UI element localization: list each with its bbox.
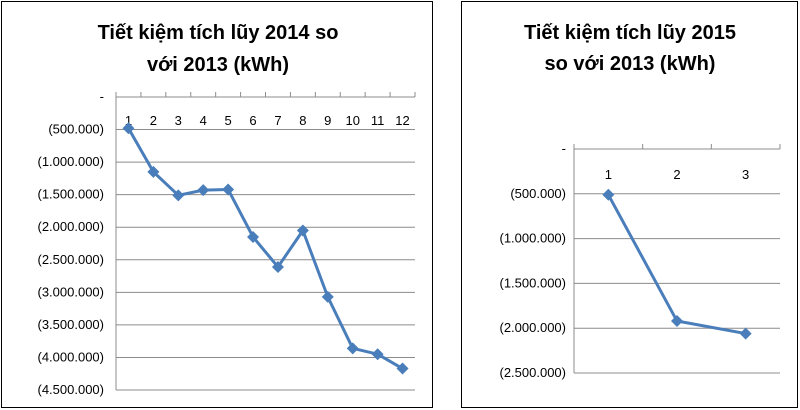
x-tick-label: 10 [345, 113, 359, 128]
y-tick-label: - [562, 141, 566, 156]
data-point [602, 188, 615, 201]
chart-title-line: Tiết kiệm tích lũy 2015 [524, 22, 736, 44]
data-point [671, 315, 683, 328]
data-point [197, 184, 210, 197]
y-tick-label: (1.000.000) [38, 154, 105, 169]
data-point [222, 183, 235, 196]
data-point [321, 290, 334, 303]
x-tick-label: 9 [324, 113, 331, 128]
x-tick-label: 3 [175, 113, 182, 128]
series-line [127, 127, 404, 370]
chart-title-line: so với 2013 (kWh) [545, 53, 716, 75]
y-tick-label: (2.000.000) [38, 219, 105, 234]
x-tick-label: 2 [150, 113, 157, 128]
x-tick-label: 11 [371, 113, 385, 128]
data-point [271, 260, 284, 273]
data-point [296, 224, 309, 237]
x-tick-label: 1 [605, 167, 612, 182]
y-tick-label: (500.000) [48, 122, 104, 137]
y-tick-label: (1.500.000) [500, 275, 567, 290]
data-point [147, 165, 160, 178]
y-tick-label: (1.000.000) [500, 231, 567, 246]
x-tick-label: 4 [200, 113, 207, 128]
data-point [247, 230, 260, 243]
y-tick-label: (3.000.000) [38, 284, 105, 299]
x-tick-label: 12 [395, 113, 409, 128]
x-tick-label: 5 [225, 113, 232, 128]
y-tick-label: (1.500.000) [38, 187, 105, 202]
y-tick-label: (2.500.000) [38, 252, 105, 267]
data-point [172, 189, 185, 202]
chart-panel-2015: Tiết kiệm tích lũy 2015 so với 2013 (kWh)… [461, 1, 798, 408]
x-tick-label: 2 [673, 167, 680, 182]
y-tick-label: (3.500.000) [38, 317, 105, 332]
chart-2014: Tiết kiệm tích lũy 2014 so với 2013 (kWh)… [38, 22, 416, 397]
y-tick-label: (2.000.000) [500, 320, 567, 335]
y-tick-label: (500.000) [510, 186, 566, 201]
data-point [739, 327, 752, 340]
data-point [346, 342, 359, 355]
chart-title-line: Tiết kiệm tích lũy 2014 so [98, 22, 339, 44]
x-tick-label: 7 [274, 113, 281, 128]
x-tick-label: 8 [299, 113, 306, 128]
data-point [371, 348, 384, 361]
series-line [607, 193, 746, 336]
x-tick-label: 6 [249, 113, 256, 128]
y-tick-label: (4.500.000) [38, 382, 105, 397]
chart-2015: Tiết kiệm tích lũy 2015 so với 2013 (kWh)… [500, 22, 781, 380]
y-tick-label: - [100, 89, 104, 104]
chart-panel-2014: Tiết kiệm tích lũy 2014 so với 2013 (kWh)… [1, 1, 433, 408]
x-tick-label: 1 [125, 113, 132, 128]
y-tick-label: (4.000.000) [38, 349, 105, 364]
x-tick-label: 3 [742, 167, 749, 182]
data-point [122, 122, 135, 135]
y-tick-label: (2.500.000) [500, 365, 567, 380]
chart-title-line: với 2013 (kWh) [147, 54, 289, 76]
data-point [396, 362, 409, 375]
